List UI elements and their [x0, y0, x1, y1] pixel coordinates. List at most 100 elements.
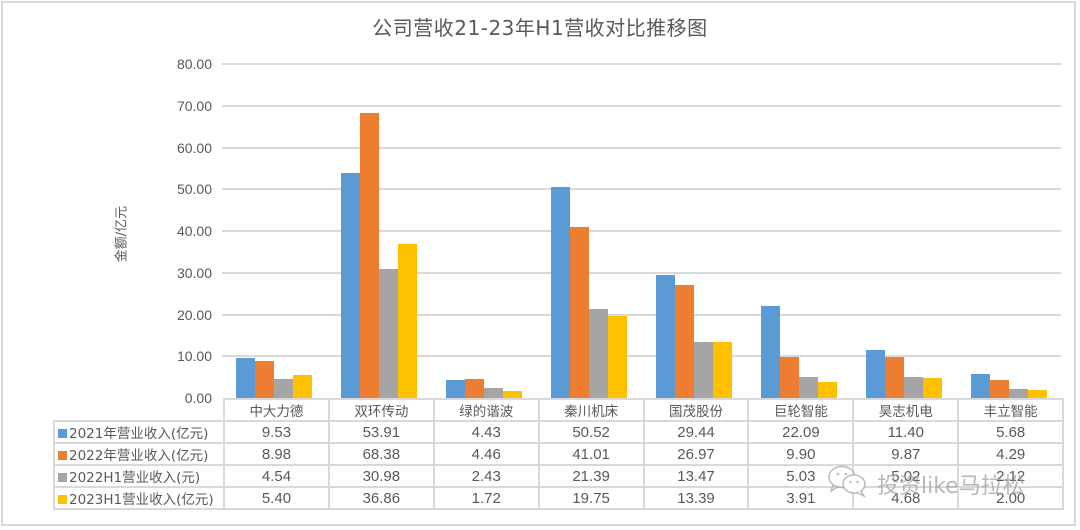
table-corner [54, 399, 225, 421]
legend-entry: 2021年营业收入(亿元) [53, 420, 225, 444]
gridline [222, 146, 1061, 149]
y-tick-label: 30.00 [176, 264, 212, 281]
legend-entry: 2022年营业收入(亿元) [53, 442, 225, 466]
bar [655, 275, 675, 398]
table-cell: 2.00 [957, 486, 1065, 510]
bar [970, 374, 990, 398]
table-cell: 9.53 [223, 420, 330, 444]
data-table: 中大力德 双环传动 绿的谐波 秦川机床 国茂股份 巨轮智能 昊志机电 丰立智能 2021年营业收… [53, 398, 1065, 510]
y-axis-label: 金额/亿元 [114, 205, 130, 263]
table-cell: 2.43 [432, 464, 540, 488]
bar [608, 315, 628, 398]
category-label: 秦川机床 [537, 398, 645, 422]
table-cell: 53.91 [327, 420, 435, 444]
bar [551, 187, 571, 398]
bar [255, 360, 275, 398]
legend-entry: 2022H1营业收入(元) [53, 464, 225, 488]
bar [465, 379, 485, 398]
bar [865, 350, 885, 398]
table-cell: 5.68 [957, 420, 1065, 444]
category-label: 双环传动 [327, 398, 435, 422]
y-tick-label: 80.00 [176, 56, 212, 72]
legend-label: 2023H1营业收入(亿元) [69, 492, 214, 508]
y-tick-label: 70.00 [176, 97, 212, 114]
table-cell: 22.09 [747, 420, 855, 444]
y-tick-label: 50.00 [176, 181, 212, 198]
legend-label: 2022年营业收入(亿元) [69, 448, 209, 464]
bar [760, 305, 780, 398]
bar [817, 381, 837, 398]
category-label: 丰立智能 [957, 398, 1065, 422]
table-cell: 9.90 [747, 442, 855, 466]
gridline [222, 188, 1061, 191]
category-label: 国茂股份 [642, 398, 750, 422]
category-label: 巨轮智能 [747, 398, 855, 422]
table-cell: 50.52 [537, 420, 645, 444]
bar [484, 387, 504, 398]
bar [922, 378, 942, 398]
bar [903, 377, 923, 398]
table-cell: 5.02 [852, 464, 960, 488]
table-cell: 4.43 [432, 420, 540, 444]
bar [589, 308, 609, 398]
bar [798, 377, 818, 398]
watermark-text: 投资like马拉松 [877, 474, 1025, 499]
bar [398, 244, 418, 398]
bar [236, 358, 256, 398]
bar [446, 379, 466, 398]
category-label: 中大力德 [223, 398, 330, 422]
table-cell: 21.39 [537, 464, 645, 488]
table-cell: 41.01 [537, 442, 645, 466]
legend-key-icon [58, 495, 67, 504]
y-tick-label: 10.00 [176, 348, 212, 365]
table-row: 2022年营业收入(亿元) 8.98 68.38 4.46 41.01 26.97 9.90… [53, 442, 1065, 466]
table-cell: 5.40 [223, 486, 330, 510]
table-cell: 30.98 [327, 464, 435, 488]
bar [293, 375, 313, 398]
bar [341, 172, 361, 398]
legend-label: 2021年营业收入(亿元) [69, 426, 209, 442]
table-cell: 19.75 [537, 486, 645, 510]
bar [884, 356, 904, 398]
table-cell: 13.47 [642, 464, 750, 488]
legend-key-icon [58, 429, 67, 438]
y-tick-label: 40.00 [176, 223, 212, 239]
wechat-icon [827, 464, 877, 504]
table-cell: 68.38 [327, 442, 435, 466]
bar [1027, 389, 1047, 398]
gridline [222, 313, 1061, 316]
table-cell: 8.98 [223, 442, 330, 466]
table-cell: 4.54 [223, 464, 330, 488]
gridline [222, 230, 1061, 232]
bar [1008, 389, 1028, 398]
bar [360, 112, 380, 398]
table-cell: 4.68 [852, 486, 960, 510]
bar [674, 285, 694, 398]
bar [503, 390, 523, 398]
table-cell: 2.12 [957, 464, 1065, 488]
table-cell: 29.44 [642, 420, 750, 444]
table-cell: 5.03 [747, 464, 855, 488]
table-cell: 4.29 [957, 442, 1065, 466]
table-cell: 4.46 [432, 442, 540, 466]
legend-entry: 2023H1营业收入(亿元) [53, 486, 225, 510]
y-tick-label: 20.00 [176, 306, 212, 323]
table-cell: 11.40 [852, 420, 960, 444]
chart-title: 公司营收21-23年H1营收对比推移图 [372, 16, 708, 40]
table-cell: 13.39 [642, 486, 750, 510]
bar [570, 226, 590, 398]
bar [989, 380, 1009, 398]
bar [274, 379, 294, 398]
category-label: 绿的谐波 [432, 398, 540, 422]
bar [379, 268, 399, 398]
bar [712, 342, 732, 398]
gridline [222, 271, 1061, 274]
gridline [222, 355, 1061, 358]
legend-key-icon [58, 451, 67, 460]
y-tick-label: 60.00 [176, 139, 212, 156]
table-cell: 26.97 [642, 442, 750, 466]
table-row: 2022H1营业收入(元) 4.54 30.98 2.43 21.39 13.47 5.03… [53, 464, 1065, 488]
table-cell: 3.91 [747, 486, 855, 510]
table-row: 2023H1营业收入(亿元) 5.40 36.86 1.72 19.75 13.39 3.9… [53, 486, 1065, 510]
